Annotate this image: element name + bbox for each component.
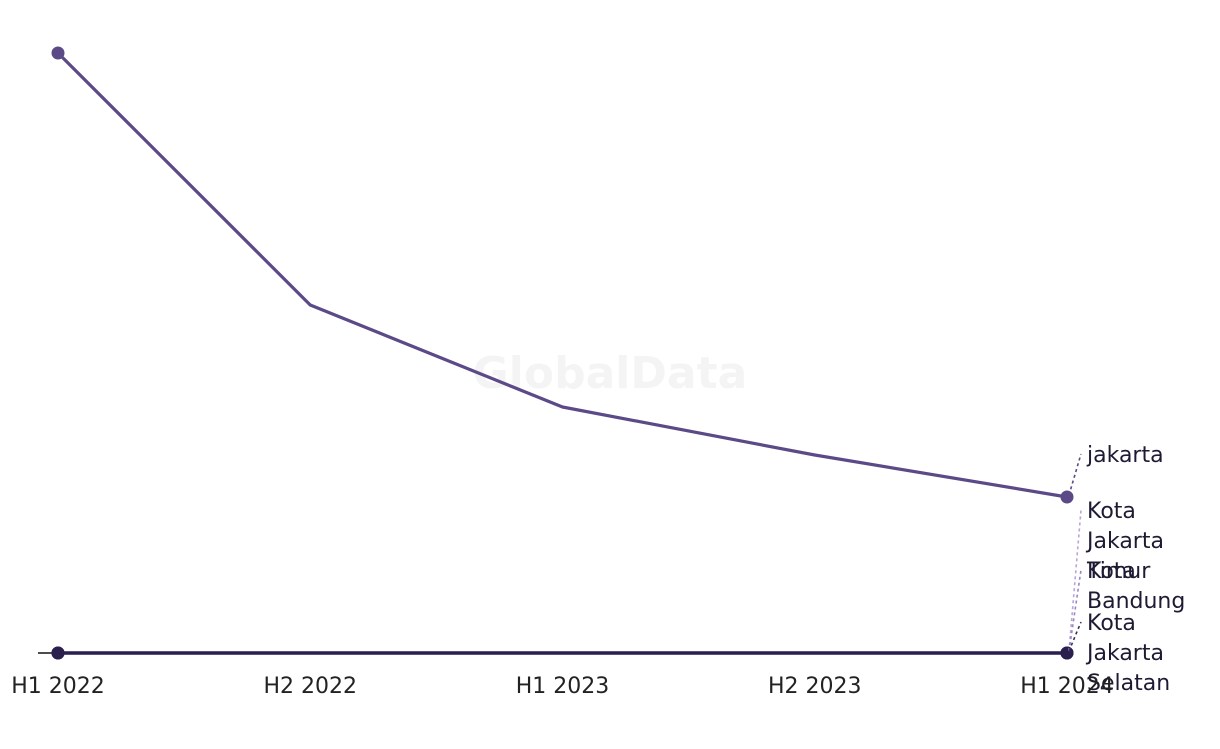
x-tick-label: H1 2022	[11, 674, 105, 699]
data-point-0-4	[1060, 490, 1074, 504]
series-label-line: Selatan	[1087, 671, 1170, 696]
label-leader-3	[1068, 621, 1082, 652]
series-label-line: Timur	[1086, 559, 1151, 584]
label-leader-2	[1068, 569, 1082, 652]
series-label-line: Bandung	[1087, 589, 1185, 614]
x-tick-label: H1 2023	[516, 674, 610, 699]
series-label-3: Kota Jakarta Selatan	[1085, 611, 1170, 696]
data-point-0-0	[51, 46, 65, 60]
series-label-line: Kota	[1087, 611, 1136, 636]
x-axis-ticks: H1 2022 H2 2022 H1 2023 H2 2023 H1 2024	[11, 674, 1114, 699]
series-label-line: Kota	[1087, 559, 1136, 584]
x-tick-label: H2 2022	[263, 674, 357, 699]
series-label-2: Kota Bandung	[1087, 559, 1185, 614]
series-label-line: jakarta	[1086, 443, 1164, 468]
series-label-0: jakarta	[1086, 443, 1164, 468]
data-point-4-0	[51, 646, 65, 660]
watermark: GlobalData	[473, 348, 748, 399]
series-layer	[56, 51, 1069, 655]
series-label-1: Kota Jakarta Timur	[1085, 499, 1164, 584]
data-point-4-4	[1060, 646, 1074, 660]
series-label-line: Kota	[1087, 499, 1136, 524]
series-line-0	[56, 51, 1069, 499]
x-tick-label: H1 2024	[1020, 674, 1114, 699]
series-label-line: Jakarta	[1085, 641, 1164, 666]
label-leader-1	[1068, 509, 1082, 652]
x-tick-label: H2 2023	[768, 674, 862, 699]
label-leader-0	[1068, 453, 1082, 496]
series-label-line: Jakarta	[1085, 529, 1164, 554]
